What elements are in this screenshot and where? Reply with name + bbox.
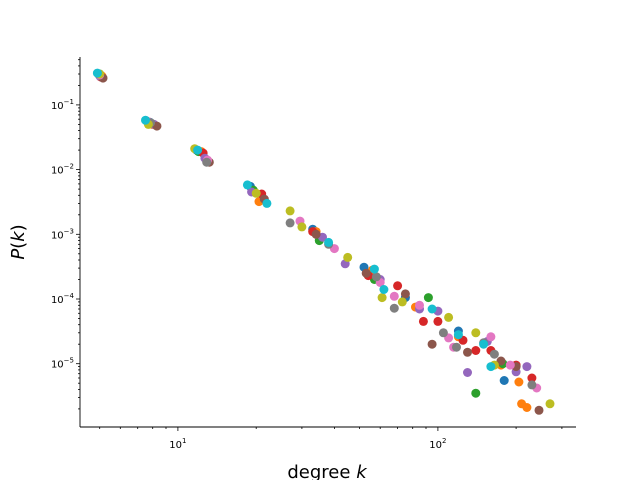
y-tick-label: 10−5 [51,357,74,371]
data-point [389,291,399,301]
data-point [522,403,532,412]
data-point [389,303,399,313]
data-point [423,293,433,303]
data-point [479,339,489,349]
data-point [369,264,379,274]
data-point [193,145,203,155]
data-point [433,316,443,326]
data-point [527,380,537,390]
data-point [514,377,524,387]
data-point [471,388,481,398]
data-point [522,362,532,372]
data-point [202,157,212,167]
data-point [427,339,437,349]
data-point [393,281,403,291]
data-point [361,268,371,278]
data-point [427,304,437,314]
x-axis-label: degree k [287,462,368,480]
y-tick-label: 10−1 [51,98,74,112]
data-point [489,349,499,359]
data-point [534,405,544,415]
data-point [92,68,102,78]
data-point [242,180,252,190]
data-point [471,346,481,355]
data-point [453,330,463,340]
data-point [285,218,295,228]
data-point [486,362,496,372]
data-point [463,368,472,377]
data-point [471,328,481,338]
data-point [496,356,506,366]
data-point [377,293,387,303]
points-layer [92,68,555,415]
data-point [452,342,461,352]
x-tick-label: 102 [429,437,446,451]
data-point [400,289,410,299]
data-point [499,376,509,385]
data-point [527,373,537,383]
data-point [324,237,334,247]
data-point [251,188,261,198]
y-tick-label: 10−4 [51,292,75,306]
data-point [545,399,555,409]
y-tick-label: 10−3 [51,227,74,241]
data-point [285,206,295,216]
y-axis-label: P(k) [8,224,29,259]
data-point [415,300,424,310]
data-point [444,312,454,322]
data-point [297,222,307,232]
data-point [141,115,150,125]
data-point [418,316,428,326]
data-point [371,272,381,282]
data-point [463,347,472,357]
data-point [262,198,272,208]
data-point [311,229,321,239]
ticks-layer: 10−1 10−2 10−3 10−4 10−5 101 102 [51,59,563,451]
data-point [379,285,389,294]
y-tick-label: 10−2 [51,163,74,177]
x-tick-label: 101 [169,437,186,451]
data-point [397,297,407,307]
data-point [343,252,353,262]
data-point [438,328,448,338]
data-point [505,360,515,370]
data-point [486,332,496,342]
